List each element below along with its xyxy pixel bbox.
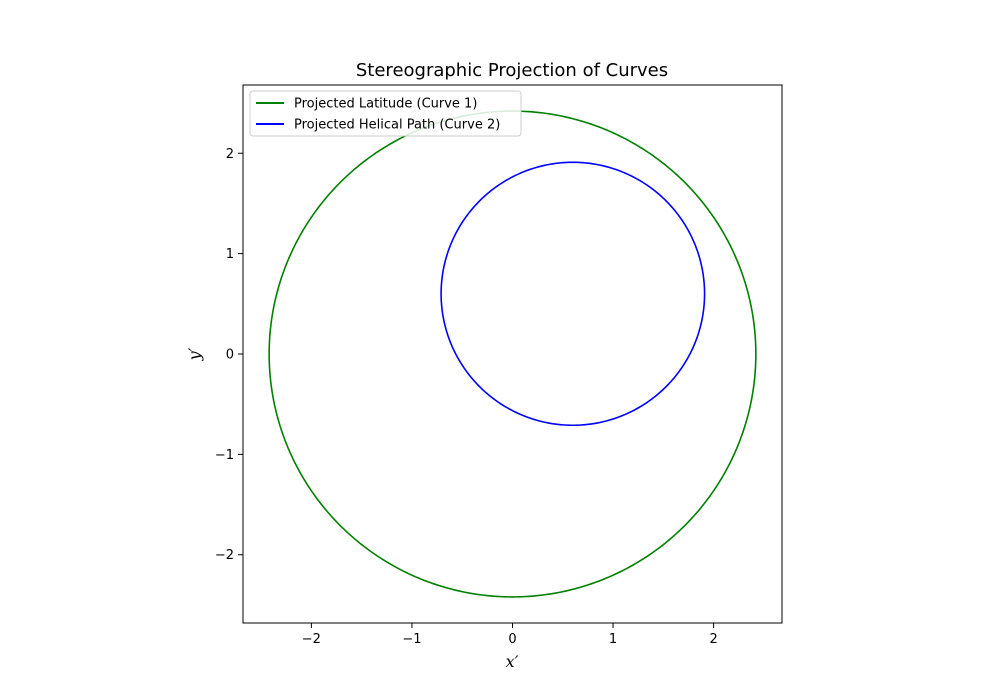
legend-box [249,90,522,137]
series-curve-2 [440,161,706,427]
plot-area [268,110,757,598]
legend-label-curve-1: Projected Latitude (Curve 1) [294,97,477,112]
y-axis-ticks: −2 −1 0 1 2 [215,147,243,563]
y-tick-label: 1 [226,247,234,262]
y-tick-label: −1 [215,448,234,463]
x-axis-ticks: −2 −1 0 1 2 [302,623,718,647]
y-axis-label: y′ [185,347,204,361]
series-curve-1 [268,110,757,598]
x-tick-label: −2 [302,632,321,647]
chart-title: Stereographic Projection of Curves [356,60,668,81]
x-tick-label: −1 [402,632,421,647]
x-tick-label: 1 [609,632,617,647]
legend-label-curve-2: Projected Helical Path (Curve 2) [294,118,500,133]
x-tick-label: 2 [709,632,717,647]
x-axis-label: x′ [506,652,519,671]
legend: Projected Latitude (Curve 1) Projected H… [249,90,522,137]
y-tick-label: 0 [226,348,234,363]
y-tick-label: 2 [226,147,234,162]
y-tick-label: −2 [215,548,234,563]
x-tick-label: 0 [508,632,516,647]
